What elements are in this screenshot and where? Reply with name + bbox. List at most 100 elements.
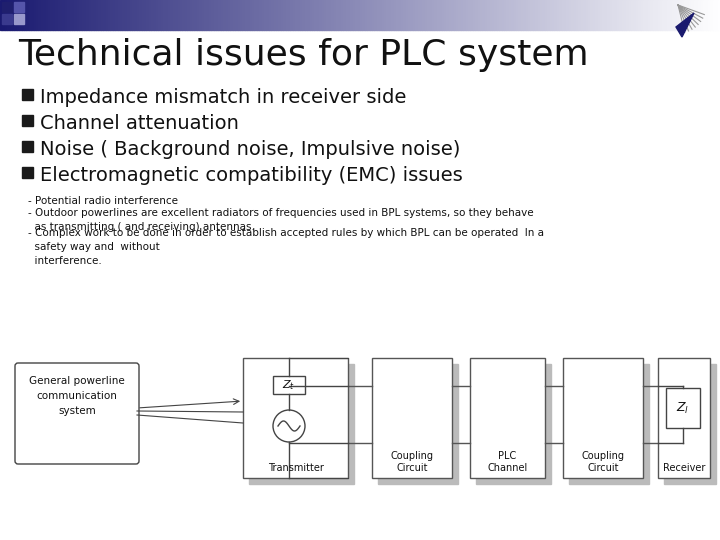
Bar xyxy=(194,0,197,30)
Bar xyxy=(113,0,115,30)
Bar xyxy=(650,0,653,30)
Bar xyxy=(607,0,610,30)
Bar xyxy=(307,0,310,30)
Bar xyxy=(398,0,401,30)
Bar xyxy=(631,0,634,30)
Bar xyxy=(67,0,70,30)
Bar xyxy=(65,0,67,30)
Bar xyxy=(432,0,434,30)
Bar xyxy=(19,0,22,30)
Bar xyxy=(77,0,79,30)
Bar xyxy=(279,0,281,30)
Bar xyxy=(117,0,120,30)
Bar xyxy=(269,0,271,30)
Bar xyxy=(315,0,317,30)
Bar xyxy=(439,0,441,30)
Bar xyxy=(470,0,473,30)
Bar xyxy=(99,0,101,30)
Bar xyxy=(648,0,650,30)
Bar xyxy=(569,364,649,484)
Bar xyxy=(420,0,423,30)
Text: Coupling
Circuit: Coupling Circuit xyxy=(390,450,433,473)
Bar xyxy=(612,0,614,30)
Bar xyxy=(476,364,551,484)
Bar xyxy=(187,0,189,30)
Bar xyxy=(701,0,703,30)
Bar xyxy=(495,0,497,30)
Bar xyxy=(418,0,420,30)
Text: Coupling
Circuit: Coupling Circuit xyxy=(582,450,624,473)
Bar xyxy=(545,0,547,30)
Bar xyxy=(477,0,480,30)
Bar xyxy=(670,0,672,30)
Bar xyxy=(563,358,643,478)
Bar xyxy=(528,0,531,30)
Bar xyxy=(502,0,504,30)
Bar xyxy=(261,0,264,30)
Bar xyxy=(624,0,626,30)
Bar xyxy=(326,0,329,30)
Bar xyxy=(7,0,9,30)
Bar xyxy=(559,0,562,30)
Bar xyxy=(427,0,430,30)
Bar xyxy=(535,0,538,30)
Bar xyxy=(79,0,81,30)
Bar xyxy=(470,358,545,478)
Bar xyxy=(523,0,526,30)
Bar xyxy=(396,0,398,30)
Bar xyxy=(125,0,127,30)
Bar xyxy=(658,358,710,478)
Bar xyxy=(485,0,487,30)
Bar xyxy=(355,0,358,30)
Bar xyxy=(271,0,274,30)
Text: Transmitter: Transmitter xyxy=(268,463,323,473)
Bar xyxy=(127,0,130,30)
Bar xyxy=(598,0,600,30)
Bar xyxy=(257,0,259,30)
Bar xyxy=(574,0,576,30)
Bar xyxy=(564,0,567,30)
Bar xyxy=(0,0,2,30)
Bar xyxy=(490,0,492,30)
Bar xyxy=(214,0,216,30)
Bar xyxy=(38,0,41,30)
Bar xyxy=(175,0,178,30)
Bar xyxy=(372,358,452,478)
Bar xyxy=(94,0,96,30)
Bar xyxy=(706,0,708,30)
Bar xyxy=(557,0,559,30)
Bar xyxy=(273,376,305,394)
Bar xyxy=(636,0,639,30)
Bar xyxy=(63,0,65,30)
Bar xyxy=(22,141,33,152)
Bar xyxy=(189,0,192,30)
Bar xyxy=(245,0,247,30)
Bar xyxy=(14,14,24,24)
Bar xyxy=(497,0,499,30)
Bar xyxy=(101,0,103,30)
Bar xyxy=(629,0,631,30)
Bar xyxy=(677,0,679,30)
Bar xyxy=(295,0,297,30)
Bar xyxy=(22,167,33,178)
Bar xyxy=(365,0,367,30)
Bar xyxy=(369,0,372,30)
Bar xyxy=(300,0,302,30)
Bar xyxy=(482,0,485,30)
Bar xyxy=(228,0,230,30)
Bar xyxy=(698,0,701,30)
Bar xyxy=(672,0,675,30)
Bar xyxy=(250,0,252,30)
Bar xyxy=(178,0,180,30)
Bar xyxy=(614,0,617,30)
Bar xyxy=(122,0,125,30)
Bar xyxy=(391,0,394,30)
Bar xyxy=(682,0,684,30)
Bar xyxy=(665,0,667,30)
Bar xyxy=(91,0,94,30)
Bar xyxy=(567,0,569,30)
Bar xyxy=(403,0,405,30)
FancyBboxPatch shape xyxy=(15,363,139,464)
Bar xyxy=(153,0,156,30)
Bar xyxy=(643,0,646,30)
